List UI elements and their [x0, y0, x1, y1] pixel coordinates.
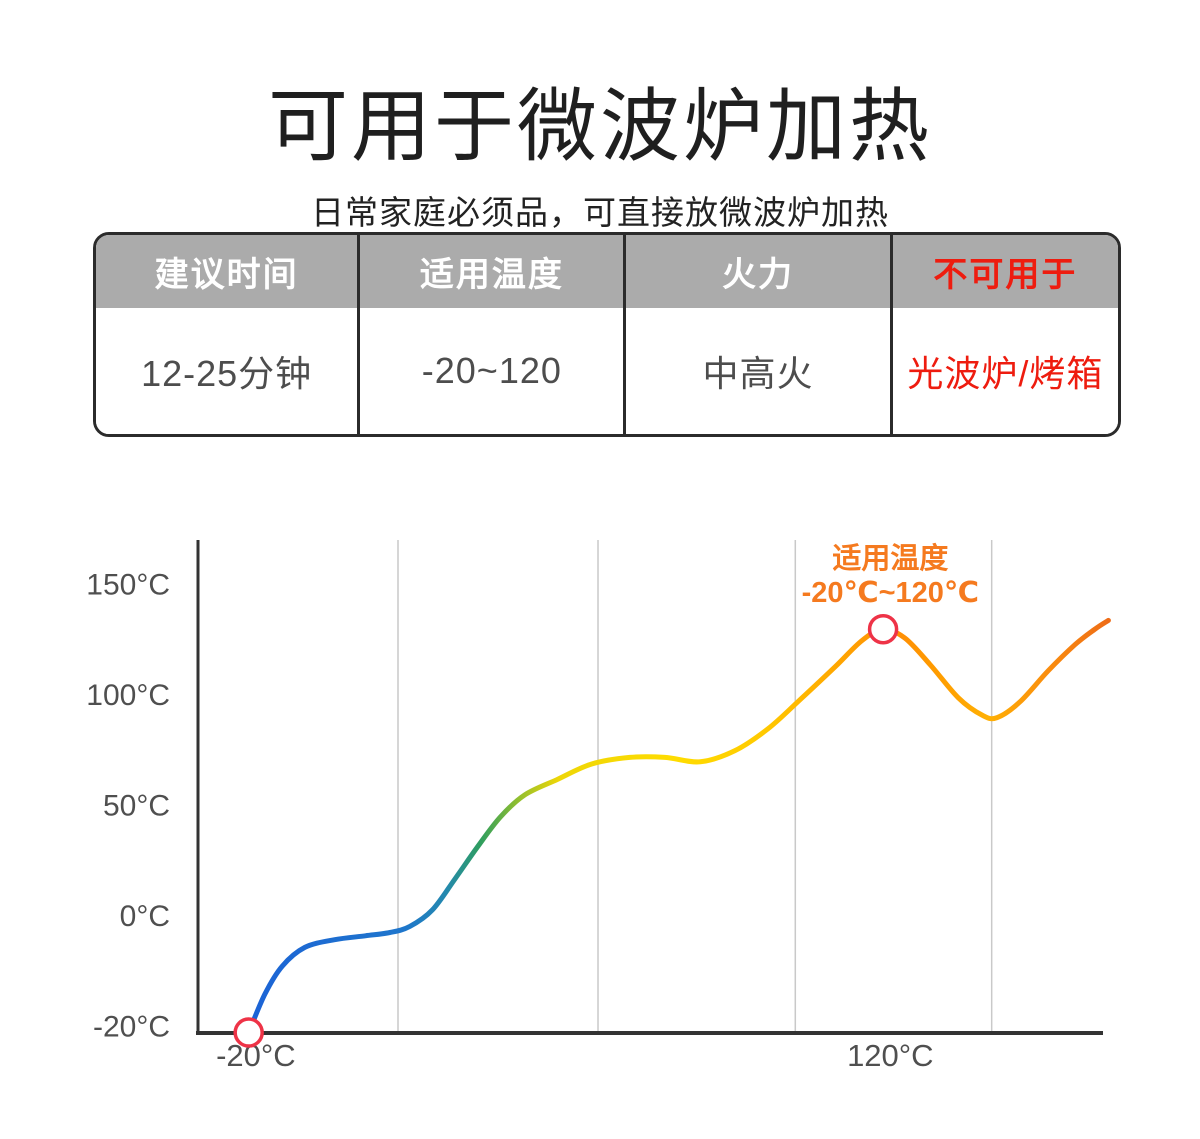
y-tick-label: 0°C [120, 900, 170, 933]
page-title: 可用于微波炉加热 [268, 82, 932, 171]
spec-table: 建议时间 适用温度 火力 不可用于 12-25分钟 -20~120 中高火 光波… [93, 232, 1121, 437]
range-marker [233, 1017, 264, 1048]
table-value-not-usable: 光波炉/烤箱 [892, 308, 1118, 434]
annotation-title: 适用温度 [832, 542, 948, 575]
table-header-not-usable: 不可用于 [892, 235, 1118, 308]
table-header-temperature: 适用温度 [360, 235, 627, 308]
table-header-time: 建议时间 [96, 235, 361, 308]
y-tick-label: -20°C [93, 1011, 170, 1044]
temperature-curve [246, 617, 1111, 1035]
y-tick-label: 150°C [86, 569, 170, 602]
page-subtitle: 日常家庭必须品，可直接放微波炉加热 [311, 194, 889, 231]
table-value-power: 中高火 [626, 308, 893, 434]
y-tick-label: 100°C [86, 679, 170, 712]
table-value-time: 12-25分钟 [96, 308, 361, 434]
table-value-temperature: -20~120 [360, 308, 627, 434]
x-tick-label: 120°C [847, 1038, 934, 1073]
range-marker [867, 613, 899, 645]
table-header-power: 火力 [626, 235, 893, 308]
annotation-range: -20℃~120℃ [802, 577, 979, 609]
y-tick-label: 50°C [103, 790, 170, 823]
